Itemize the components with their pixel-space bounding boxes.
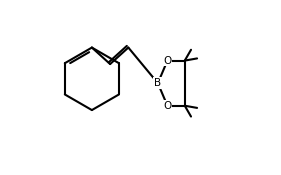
Text: B: B bbox=[154, 78, 161, 88]
Text: O: O bbox=[163, 56, 171, 66]
Text: O: O bbox=[163, 101, 171, 111]
